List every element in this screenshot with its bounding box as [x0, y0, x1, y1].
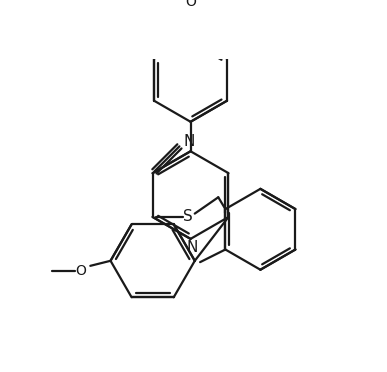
Text: S: S: [183, 209, 193, 224]
Text: O: O: [185, 0, 196, 9]
Text: N: N: [184, 134, 195, 149]
Text: O: O: [75, 264, 86, 278]
Text: N: N: [187, 240, 198, 255]
